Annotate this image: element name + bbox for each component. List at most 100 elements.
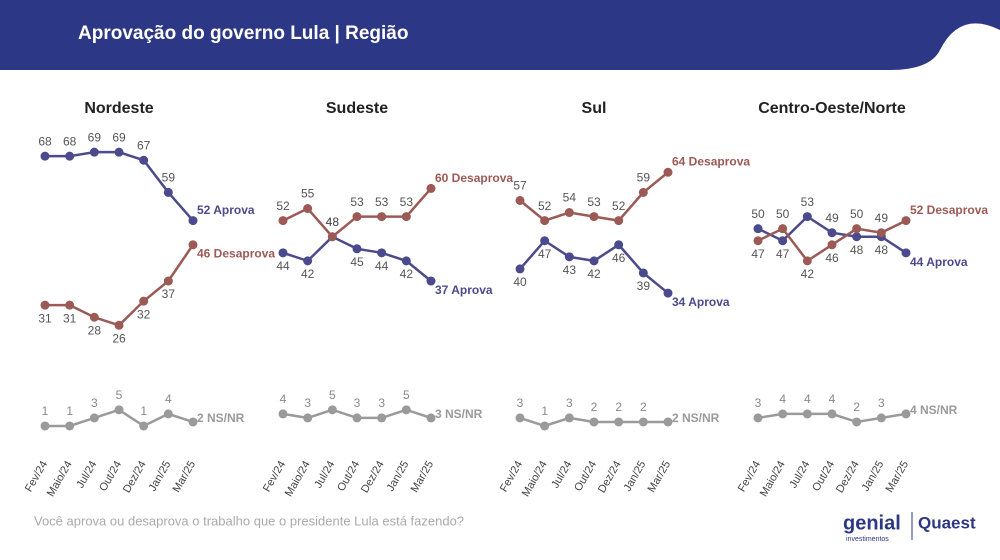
data-label: 52	[538, 199, 552, 213]
data-label: 53	[350, 195, 364, 209]
data-label: 46 Desaprova	[197, 247, 275, 261]
data-label: 26	[112, 331, 126, 345]
point	[753, 236, 763, 246]
data-label: 3	[517, 396, 524, 410]
data-label: 3	[566, 396, 573, 410]
data-label: 44 Aprova	[910, 255, 968, 269]
x-tick-label: Dez/24	[121, 459, 149, 495]
point	[778, 224, 788, 234]
point	[663, 288, 673, 298]
point	[377, 248, 387, 258]
point	[827, 228, 837, 238]
logo-quaest: Quaest	[918, 513, 976, 532]
point	[303, 204, 313, 214]
page-title: Aprovação do governo Lula | Região	[78, 23, 408, 44]
data-label: 3	[878, 396, 885, 410]
x-tick-label: Out/24	[97, 459, 124, 494]
data-label: 4 NS/NR	[910, 403, 958, 417]
point	[901, 409, 911, 419]
point	[89, 147, 99, 157]
point	[278, 409, 288, 419]
point	[663, 167, 673, 177]
data-label: 45	[350, 255, 364, 269]
data-label: 3 NS/NR	[435, 407, 483, 421]
point	[614, 240, 624, 250]
point	[278, 248, 288, 258]
data-label: 2	[615, 400, 622, 414]
point	[515, 264, 525, 274]
data-label: 60 Desaprova	[435, 171, 513, 185]
series-line	[45, 150, 194, 222]
data-label: 3	[91, 396, 98, 410]
data-label: 5	[329, 388, 336, 402]
point	[163, 276, 173, 286]
point	[426, 183, 436, 193]
point	[540, 421, 550, 431]
point	[515, 413, 525, 423]
data-label: 2	[640, 400, 647, 414]
x-tick-label: Jul/24	[549, 459, 574, 490]
point	[614, 216, 624, 226]
panel-title: Sul	[582, 100, 607, 117]
data-label: 68	[38, 134, 52, 148]
point	[802, 256, 812, 266]
point	[564, 252, 574, 262]
data-label: 5	[403, 388, 410, 402]
data-label: 50	[751, 207, 765, 221]
point	[753, 413, 763, 423]
point	[163, 187, 173, 197]
point	[638, 268, 648, 278]
data-label: 42	[400, 267, 414, 281]
data-label: 37 Aprova	[435, 283, 493, 297]
data-label: 1	[140, 404, 147, 418]
data-label: 43	[563, 263, 577, 277]
point	[65, 151, 75, 161]
point	[852, 417, 862, 427]
data-label: 4	[779, 392, 786, 406]
data-label: 2 NS/NR	[672, 411, 720, 425]
logo-genial: genial	[843, 512, 901, 534]
x-tick-label: Jan/25	[860, 459, 887, 494]
data-label: 4	[280, 392, 287, 406]
x-tick-label: Jan/25	[385, 459, 412, 494]
point	[139, 296, 149, 306]
point	[188, 216, 198, 226]
panel-title: Nordeste	[84, 100, 153, 117]
data-label: 67	[137, 138, 151, 152]
x-tick-label: Jul/24	[787, 459, 812, 490]
point	[40, 151, 50, 161]
point	[303, 413, 313, 423]
point	[827, 409, 837, 419]
point	[401, 405, 411, 415]
point	[139, 421, 149, 431]
point	[540, 216, 550, 226]
data-label: 3	[755, 396, 762, 410]
point	[753, 224, 763, 234]
data-label: 69	[112, 130, 126, 144]
data-label: 49	[825, 211, 839, 225]
data-label: 44	[276, 259, 290, 273]
data-label: 4	[829, 392, 836, 406]
data-label: 42	[301, 267, 315, 281]
data-label: 42	[587, 267, 601, 281]
x-tick-label: Mar/25	[646, 459, 674, 495]
panel-title: Sudeste	[326, 100, 388, 117]
point	[778, 236, 788, 246]
data-label: 69	[88, 130, 102, 144]
point	[65, 300, 75, 310]
data-label: 48	[326, 215, 340, 229]
data-label: 1	[541, 404, 548, 418]
point	[426, 413, 436, 423]
header-band	[0, 0, 1000, 70]
logo-genial-sub: investimentos	[846, 536, 889, 543]
data-label: 39	[637, 279, 651, 293]
point	[589, 417, 599, 427]
point	[303, 256, 313, 266]
data-label: 47	[776, 247, 790, 261]
point	[40, 300, 50, 310]
point	[327, 232, 337, 242]
x-tick-label: Jan/25	[147, 459, 174, 494]
data-label: 2	[853, 400, 860, 414]
point	[278, 216, 288, 226]
point	[827, 240, 837, 250]
